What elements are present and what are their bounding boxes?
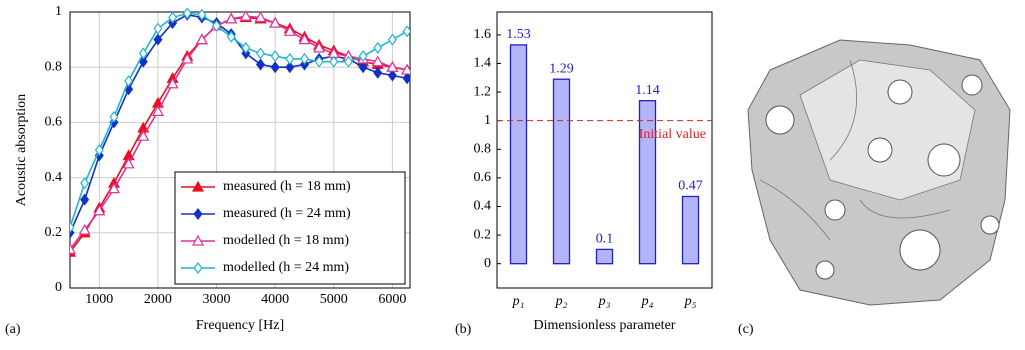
- reference-label: Initial value: [639, 127, 706, 142]
- y-tick-label: 1: [55, 4, 62, 19]
- x-tick-label: 4000: [261, 292, 289, 307]
- legend-label: modelled (h = 24 mm): [223, 260, 349, 275]
- value-label: 0.47: [678, 179, 703, 194]
- y-tick-label: 0.6: [474, 170, 492, 185]
- panel-label: (c): [738, 322, 754, 337]
- y-tick-label: 0.4: [474, 199, 492, 214]
- value-label: 1.53: [506, 27, 531, 42]
- bar: [597, 249, 613, 263]
- y-tick-label: 0.6: [45, 115, 63, 130]
- y-axis-label: Acoustic absorption: [14, 94, 29, 206]
- y-tick-label: 0: [55, 280, 62, 295]
- panel-label: (b): [455, 322, 472, 337]
- bar: [683, 196, 699, 263]
- x-tick-label: 5000: [320, 292, 348, 307]
- bar: [554, 79, 570, 263]
- y-tick-label: 0.2: [474, 227, 492, 242]
- legend-label: modelled (h = 18 mm): [223, 233, 349, 248]
- marker: [257, 48, 265, 58]
- legend-label: measured (h = 24 mm): [223, 206, 351, 221]
- bar: [511, 45, 527, 264]
- x-tick-label: 2000: [144, 292, 172, 307]
- value-label: 1.14: [635, 83, 660, 98]
- value-label: 0.1: [596, 232, 614, 247]
- x-tick-label: p₁: [512, 294, 525, 309]
- x-tick-label: p₂: [555, 294, 568, 309]
- marker: [271, 62, 279, 72]
- marker: [81, 178, 89, 188]
- x-tick-label: 6000: [378, 292, 406, 307]
- legend-label: measured (h = 18 mm): [223, 179, 351, 194]
- x-tick-label: 1000: [85, 292, 113, 307]
- value-label: 1.29: [549, 61, 574, 76]
- gyroid-render: [748, 40, 1010, 305]
- x-tick-label: p₃: [598, 294, 611, 309]
- y-tick-label: 1: [484, 113, 491, 128]
- x-tick-label: p₅: [684, 294, 697, 309]
- y-tick-label: 0.2: [45, 225, 63, 240]
- y-tick-label: 1.4: [474, 56, 492, 71]
- marker: [389, 35, 397, 45]
- marker: [81, 195, 89, 205]
- bar: [640, 101, 656, 264]
- marker: [257, 59, 265, 69]
- y-tick-label: 1.2: [474, 84, 492, 99]
- y-tick-label: 0.4: [45, 170, 63, 185]
- y-tick-label: 0.8: [474, 142, 492, 157]
- x-tick-label: p₄: [641, 294, 654, 309]
- figure: (a) (b) (c) 1000 2000 3000 4000 5000 6000 0 0.2…: [0, 0, 1025, 350]
- marker: [286, 54, 294, 64]
- marker: [389, 70, 397, 80]
- y-tick-label: 0: [484, 256, 491, 271]
- panel-label: (a): [5, 322, 21, 337]
- x-tick-label: 3000: [203, 292, 231, 307]
- marker: [374, 68, 382, 78]
- x-axis-label: Frequency [Hz]: [196, 318, 284, 333]
- marker: [374, 43, 382, 53]
- y-tick-label: 1.6: [474, 27, 492, 42]
- x-axis-label: Dimensionless parameter: [534, 318, 676, 333]
- marker: [271, 51, 279, 61]
- y-tick-label: 0.8: [45, 59, 63, 74]
